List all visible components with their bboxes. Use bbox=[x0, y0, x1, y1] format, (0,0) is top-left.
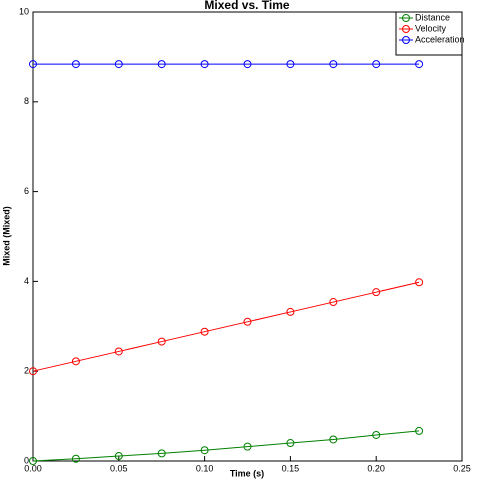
y-tick-label: 2 bbox=[24, 366, 29, 376]
data-point bbox=[29, 60, 37, 69]
data-point bbox=[71, 357, 80, 366]
legend-label: Velocity bbox=[415, 23, 447, 33]
x-axis-label: Time (s) bbox=[230, 468, 264, 478]
data-point bbox=[243, 60, 252, 69]
data-point bbox=[71, 454, 80, 463]
legend-swatch-marker bbox=[402, 25, 410, 33]
data-point bbox=[415, 60, 424, 69]
data-point bbox=[200, 60, 209, 69]
data-point bbox=[372, 60, 381, 69]
data-point bbox=[200, 446, 209, 455]
x-tick-label: 0.15 bbox=[282, 463, 300, 473]
data-point bbox=[114, 60, 123, 69]
y-tick-label: 6 bbox=[24, 186, 29, 196]
data-point bbox=[157, 60, 166, 69]
data-point bbox=[329, 435, 338, 444]
data-point bbox=[286, 439, 295, 448]
data-point bbox=[243, 317, 252, 326]
y-tick-label: 8 bbox=[24, 96, 29, 106]
x-tick-label: 0.25 bbox=[453, 463, 471, 473]
data-point bbox=[71, 60, 80, 69]
legend-box bbox=[395, 11, 463, 56]
data-point bbox=[329, 298, 338, 307]
data-point bbox=[415, 426, 424, 435]
x-tick-label: 0.05 bbox=[110, 463, 128, 473]
data-point bbox=[415, 278, 424, 287]
series-line bbox=[32, 430, 420, 462]
data-point bbox=[286, 307, 295, 316]
x-tick-label: 0.20 bbox=[367, 463, 385, 473]
legend-label: Distance bbox=[415, 12, 450, 22]
y-tick-label: 4 bbox=[24, 276, 29, 286]
legend-label: Acceleration bbox=[415, 34, 465, 44]
data-point bbox=[200, 327, 209, 336]
data-point bbox=[372, 430, 381, 439]
data-point bbox=[157, 449, 166, 458]
legend-swatch-marker bbox=[402, 14, 410, 22]
y-tick-label: 10 bbox=[19, 6, 29, 16]
x-tick-label: 0.10 bbox=[196, 463, 214, 473]
data-point bbox=[372, 288, 381, 297]
y-tick-label: 0 bbox=[24, 455, 29, 465]
data-point bbox=[114, 452, 123, 461]
data-point bbox=[243, 442, 252, 451]
data-point bbox=[286, 60, 295, 69]
data-point bbox=[29, 367, 37, 376]
data-point bbox=[114, 347, 123, 356]
data-point bbox=[29, 457, 37, 465]
series-line bbox=[32, 281, 420, 372]
x-tick-label: 0.00 bbox=[24, 463, 42, 473]
y-axis-label: Mixed (Mixed) bbox=[1, 206, 11, 266]
chart-title: Mixed vs. Time bbox=[204, 0, 289, 12]
plot-frame bbox=[32, 11, 463, 462]
legend-swatch-marker bbox=[402, 36, 410, 44]
data-point bbox=[329, 60, 338, 69]
data-point bbox=[157, 337, 166, 346]
